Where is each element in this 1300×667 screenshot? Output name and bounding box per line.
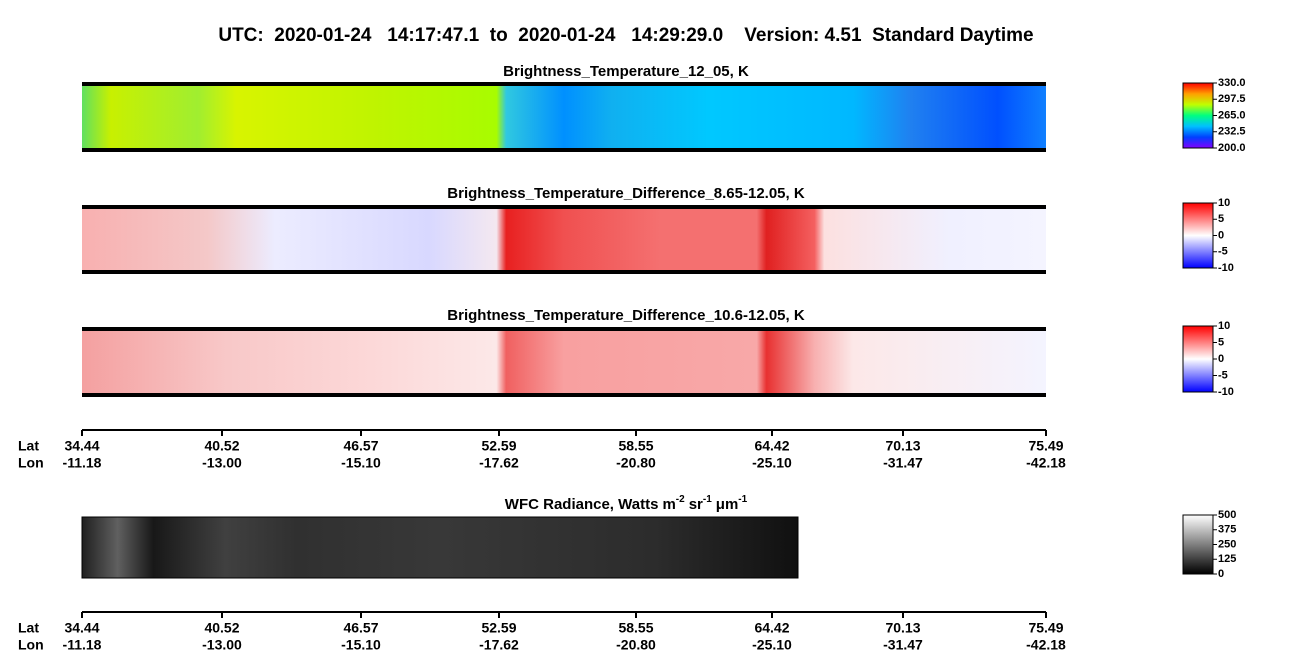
lat-label: 34.44 [64,438,99,454]
colorbar-label: 125 [1218,553,1236,565]
axis-label: Lon [18,455,44,471]
panel-title: Brightness_Temperature_Difference_8.65-1… [447,185,805,202]
lat-label: 75.49 [1028,438,1063,454]
colorbar-label: 297.5 [1218,93,1246,105]
heatmap-strip [82,207,1046,272]
lat-label: 34.44 [64,620,99,636]
unit-exp: -1 [738,494,747,505]
colorbar [1182,514,1214,575]
colorbar-label: 5 [1218,336,1224,348]
colorbar-label: 5 [1218,213,1224,225]
lat-label: 52.59 [481,438,516,454]
lat-label: 46.57 [343,620,378,636]
lon-label: -25.10 [752,637,792,653]
unit-base: μm [716,496,739,513]
axis-label: Lon [18,637,44,653]
colorbar-label: -5 [1218,369,1228,381]
lat-label: 46.57 [343,438,378,454]
lon-label: -13.00 [202,455,242,471]
lon-label: -25.10 [752,455,792,471]
lat-label: 64.42 [754,620,789,636]
lon-label: -11.18 [63,455,102,471]
lon-label: -15.10 [341,637,381,653]
unit-exp: -1 [703,494,712,505]
heatmap-strip [81,516,799,579]
lat-label: 70.13 [885,620,920,636]
colorbar [1182,82,1214,149]
colorbar-label: -5 [1218,246,1228,258]
colorbar-label: 375 [1218,524,1236,536]
colorbar-label: 0 [1218,229,1224,241]
lon-label: -31.47 [883,637,923,653]
unit-exp: -2 [676,494,685,505]
panel-title: Brightness_Temperature_12_05, K [503,63,749,80]
unit-base: sr [689,496,703,513]
lon-label: -20.80 [616,455,656,471]
lat-label: 58.55 [618,620,653,636]
title-text: WFC Radiance, Watts [505,496,659,513]
lat-label: 40.52 [204,620,239,636]
lon-label: -17.62 [479,455,519,471]
axis-label: Lat [18,620,39,636]
colorbar [1182,325,1214,393]
colorbar-label: -10 [1218,262,1234,274]
strip-borders [82,82,1046,397]
colorbar-label: 0 [1218,568,1224,580]
lon-label: -42.18 [1026,455,1066,471]
colorbar-label: 250 [1218,538,1236,550]
colorbar-label: 330.0 [1218,77,1246,89]
lon-label: -31.47 [883,455,923,471]
panel-title: Brightness_Temperature_Difference_10.6-1… [447,307,805,324]
lon-label: -13.00 [202,637,242,653]
colorbar-label: 0 [1218,353,1224,365]
heatmap-strip [82,329,1046,395]
lat-label: 70.13 [885,438,920,454]
lat-label: 75.49 [1028,620,1063,636]
colorbar-label: -10 [1218,386,1234,398]
page-title: UTC: 2020-01-24 14:17:47.1 to 2020-01-24… [218,25,1033,46]
colorbar-label: 10 [1218,197,1230,209]
lat-label: 52.59 [481,620,516,636]
colorbar-label: 10 [1218,320,1230,332]
lon-label: -15.10 [341,455,381,471]
colorbar-label: 265.0 [1218,109,1246,121]
lat-label: 58.55 [618,438,653,454]
colorbar-label: 200.0 [1218,142,1246,154]
heatmap-strip [82,84,1046,150]
colorbar-label: 500 [1218,509,1236,521]
lon-label: -17.62 [479,637,519,653]
lon-label: -42.18 [1026,637,1066,653]
lat-label: 40.52 [204,438,239,454]
lat-label: 64.42 [754,438,789,454]
lon-label: -20.80 [616,637,656,653]
axis-label: Lat [18,438,39,454]
unit-base: m [662,496,675,513]
colorbar [1182,202,1214,269]
lon-label: -11.18 [63,637,102,653]
colorbar-label: 232.5 [1218,126,1246,138]
